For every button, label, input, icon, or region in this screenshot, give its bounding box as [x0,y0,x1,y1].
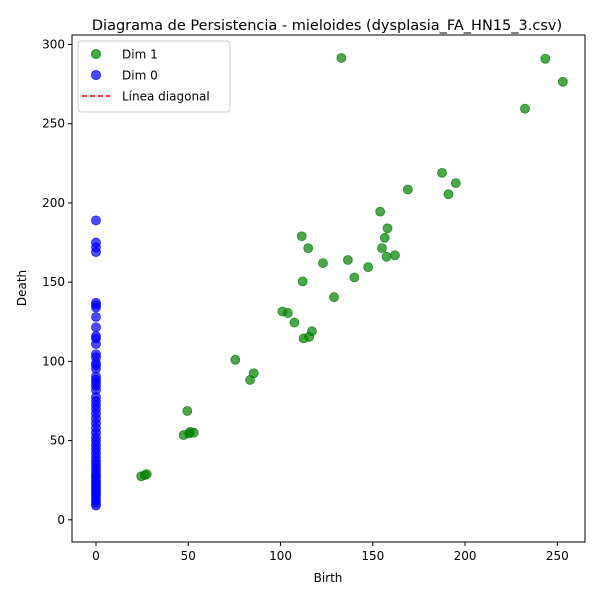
legend-label-diagonal: Línea diagonal [122,90,210,104]
dim1-point [182,406,193,416]
y-tick-label: 200 [42,196,65,210]
y-tick-label: 50 [50,434,65,448]
dim1-point [318,258,328,269]
legend-marker-dim1 [91,49,101,59]
y-tick-label: 100 [42,354,65,368]
y-axis-ticks: 0 50 100 150 200 250 300 [42,38,72,527]
y-tick-label: 250 [42,117,65,131]
dim1-point [296,231,307,242]
x-tick-label: 150 [361,549,384,563]
legend-label-dim0: Dim 0 [122,69,158,83]
x-tick-label: 100 [269,549,292,563]
y-axis-label: Death [15,270,29,306]
plot-frame [71,34,586,543]
x-tick-label: 200 [454,549,477,563]
y-tick-label: 0 [57,513,65,527]
dim1-point [297,276,308,287]
dim1-point [390,250,400,261]
dim0-point [91,322,101,333]
dim1-point [377,243,387,254]
series-dim-1 [136,53,568,482]
dim1-point [381,251,392,262]
dim0-point [91,312,101,322]
dim1-point [248,368,259,379]
dim1-point [443,189,454,200]
dim0-point [91,237,101,248]
dim1-point [306,326,317,337]
legend-marker-dim0 [91,70,101,80]
dim1-point [329,292,339,303]
x-tick-label: 0 [92,549,100,563]
dim0-point [91,349,101,360]
dim1-point [520,103,530,114]
dim1-point [402,184,413,195]
y-tick-label: 300 [42,38,65,52]
dim1-point [282,308,293,318]
dim1-point [379,232,390,243]
x-tick-label: 250 [546,549,569,563]
dim1-point [375,206,386,217]
legend: Dim 1 Dim 0 Línea diagonal [77,40,231,113]
legend-frame [77,40,231,113]
dim1-point [382,223,393,234]
x-tick-label: 50 [181,549,196,563]
chart-title: Diagrama de Persistencia - mieloides (dy… [92,18,562,34]
y-tick-label: 150 [42,275,65,289]
plot-area [72,35,585,542]
dim1-point [437,167,447,178]
x-axis-label: Birth [314,571,343,585]
dim1-point [336,53,347,63]
series-dim-0 [91,215,101,511]
dim1-point [349,272,360,283]
dim1-point [342,255,353,265]
dim0-point [91,297,101,308]
dim1-point [303,243,314,254]
dim1-point [363,262,374,273]
x-axis-ticks: 0 50 100 150 200 250 [92,542,569,563]
dim1-point [188,427,199,438]
legend-label-dim1: Dim 1 [122,48,158,62]
dim1-point [557,76,568,87]
data-points [91,53,568,511]
dim0-point [91,215,101,226]
dim1-point [450,178,461,189]
dim1-point [289,317,300,328]
dim1-point [230,354,241,365]
dim1-point [540,53,551,64]
dim1-point [141,469,152,480]
dim0-point [91,331,101,341]
